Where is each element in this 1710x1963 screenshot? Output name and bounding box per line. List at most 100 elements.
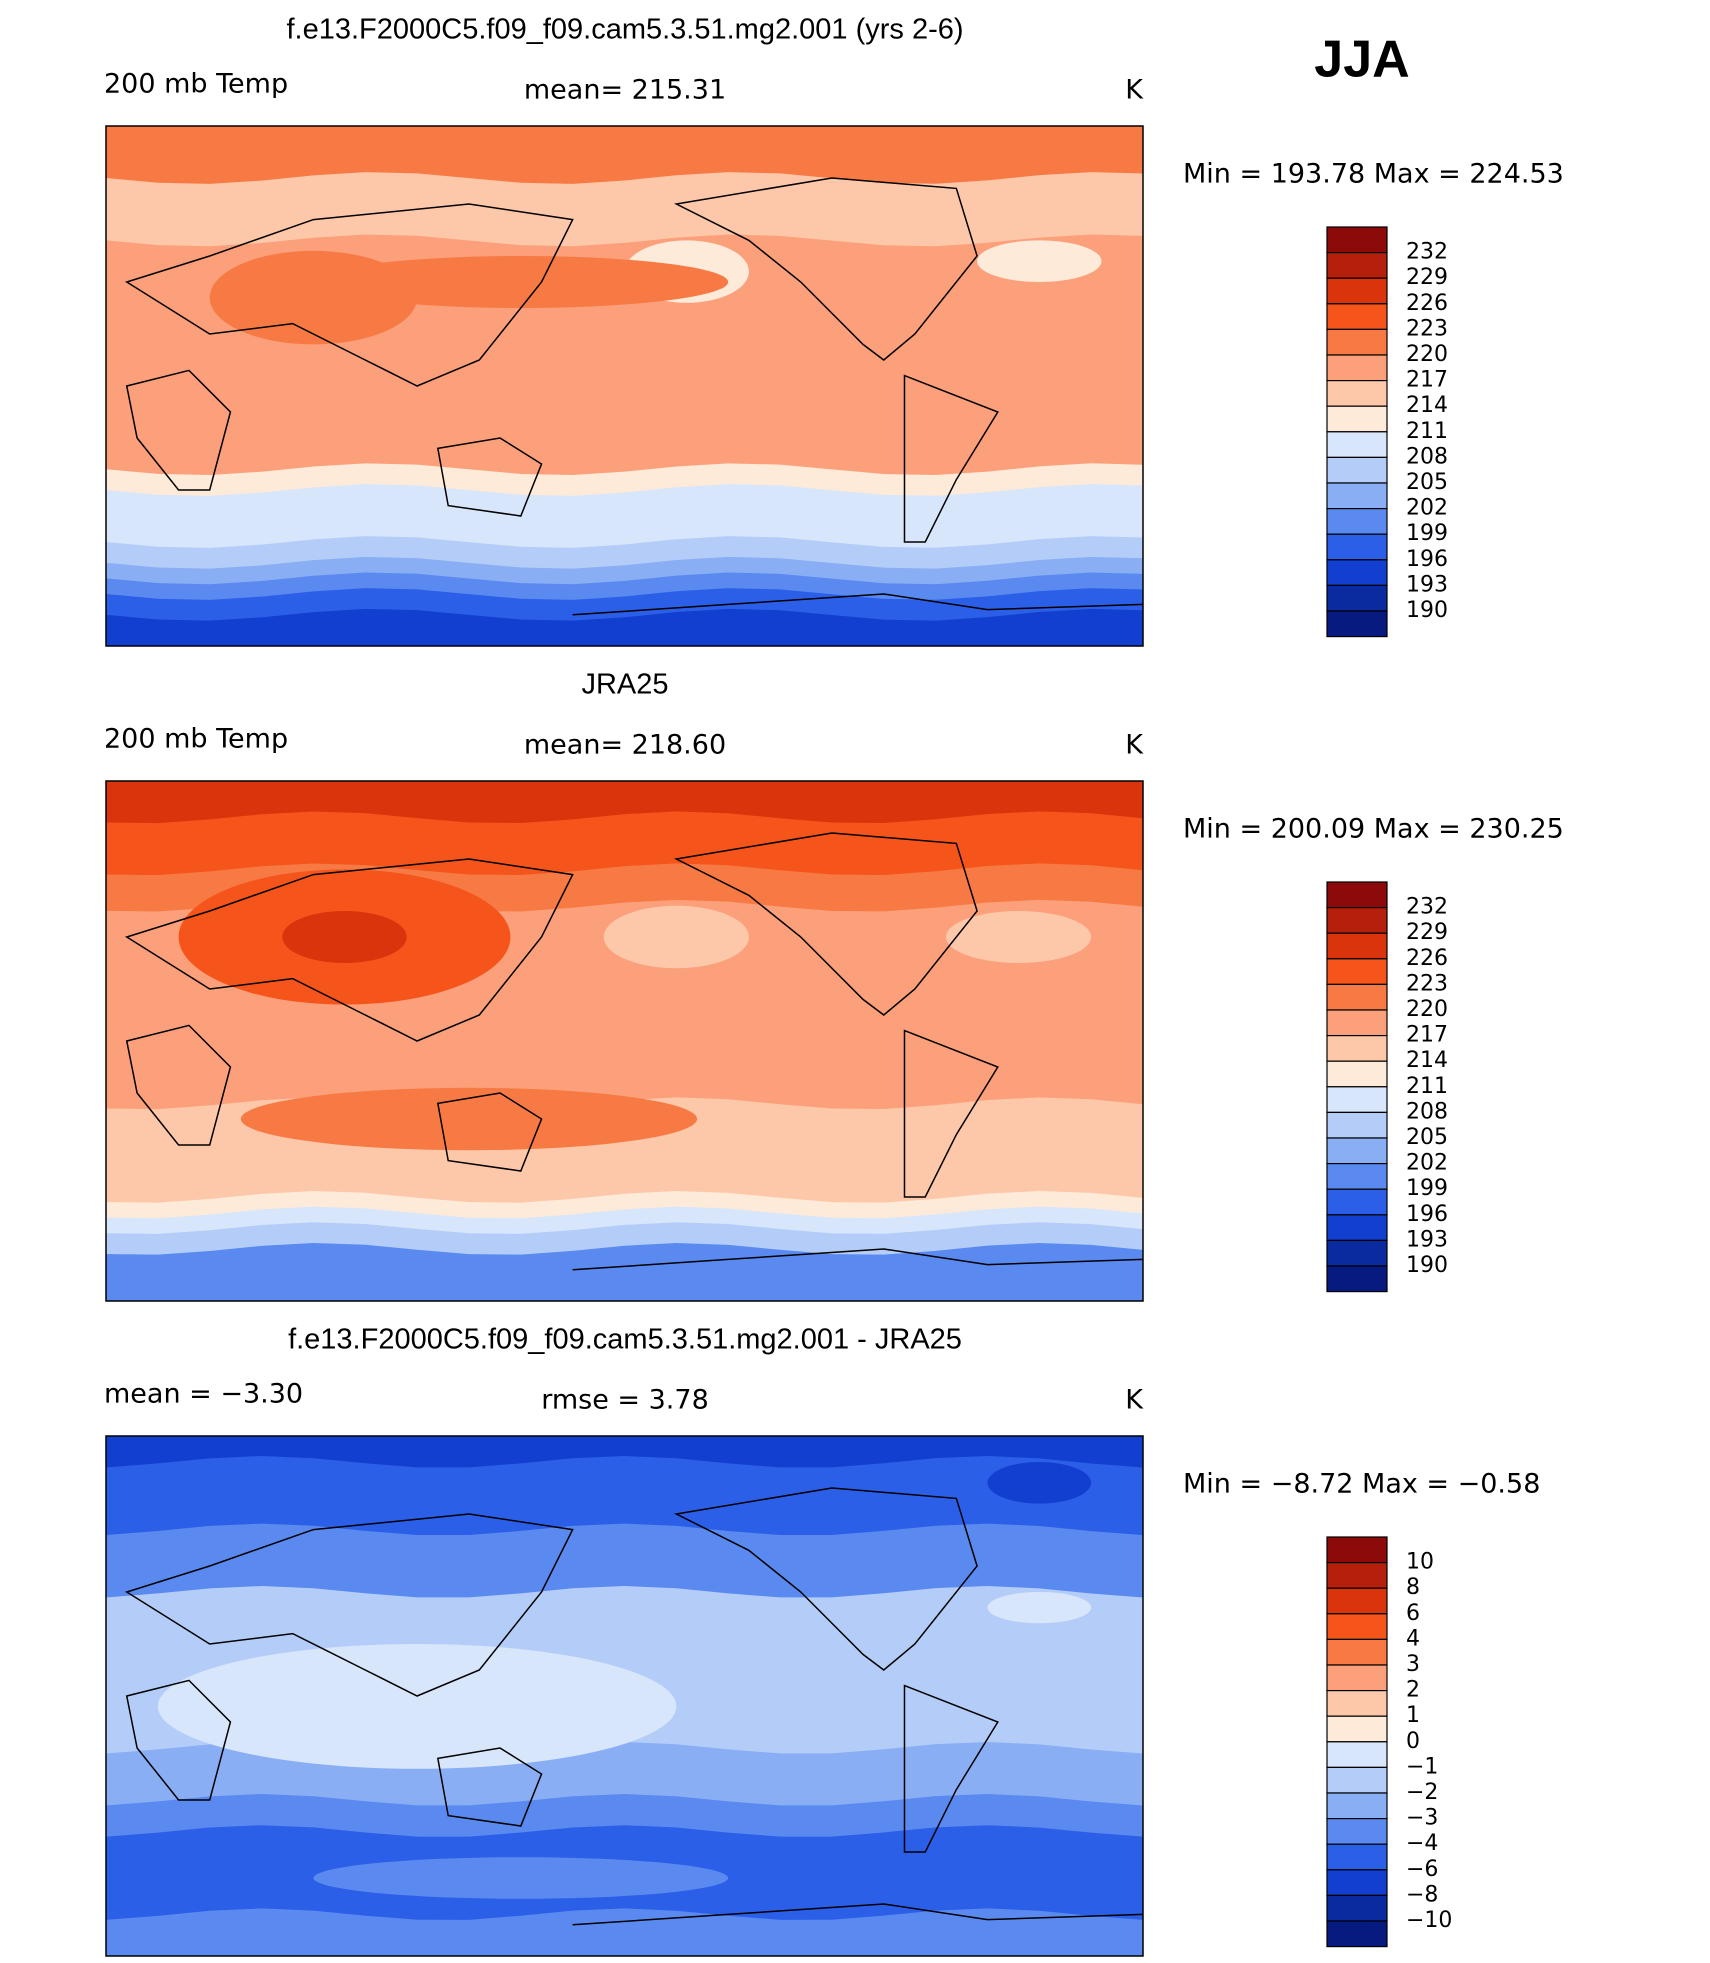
colorbar-box (1326, 226, 1388, 254)
colorbar-box (1326, 958, 1388, 985)
colorbar-label: 208 (1406, 1099, 1448, 1124)
colorbar-box (1326, 1817, 1388, 1845)
coastline (903, 374, 999, 543)
colorbar-box (1326, 1920, 1388, 1948)
colorbar-box (1326, 303, 1388, 330)
colorbar-label: −10 (1406, 1908, 1452, 1933)
colorbar-box (1326, 881, 1388, 909)
colorbar-box (1326, 1792, 1388, 1820)
colorbar-box (1326, 906, 1388, 934)
units-label: K (1125, 1385, 1144, 1416)
colorbar-label: 211 (1406, 419, 1448, 444)
colorbar-box (1326, 1741, 1388, 1769)
colorbar-label: 196 (1406, 547, 1448, 572)
colorbar-label: 1 (1406, 1703, 1420, 1728)
units-label: K (1125, 75, 1144, 106)
coastline (673, 832, 978, 1016)
coastline (436, 437, 543, 517)
colorbar-label: 220 (1406, 997, 1448, 1022)
center-label: mean= 215.31 (524, 75, 726, 106)
colorbar-box (1326, 1239, 1388, 1267)
colorbar-box (1326, 1034, 1388, 1062)
colorbar-box (1326, 1638, 1388, 1666)
colorbar-label: 202 (1406, 1151, 1448, 1176)
contour-region (987, 1592, 1092, 1624)
colorbar-box (1326, 431, 1388, 458)
center-label: mean= 218.60 (524, 730, 726, 761)
colorbar-box (1326, 1869, 1388, 1897)
colorbar-box (1326, 328, 1388, 356)
colorbar-box (1326, 1587, 1388, 1615)
colorbar-box (1326, 277, 1388, 305)
coastline (572, 1903, 1143, 1926)
contour-band (106, 172, 1143, 249)
coastline (125, 1679, 232, 1801)
colorbar-label: 10 (1406, 1550, 1434, 1575)
coastline (125, 1024, 232, 1146)
colorbar-box (1326, 1214, 1388, 1242)
contour-region (157, 1644, 677, 1769)
contour-band (106, 1436, 1143, 1470)
colorbar-box (1326, 1766, 1388, 1794)
colorbar-label: 220 (1406, 342, 1448, 367)
left-label: 200 mb Temp (104, 69, 288, 100)
coastline (572, 1248, 1143, 1271)
colorbar-label: 223 (1406, 971, 1448, 996)
colorbar-label: 196 (1406, 1202, 1448, 1227)
left-label: mean = −3.30 (104, 1379, 303, 1410)
colorbar-label: 226 (1406, 946, 1448, 971)
colorbar-label: 214 (1406, 393, 1448, 418)
contour-band (106, 811, 1143, 878)
colorbar-label: 202 (1406, 496, 1448, 521)
contour-region (987, 1462, 1092, 1504)
colorbar-label: 190 (1406, 1253, 1448, 1278)
contour-region (977, 240, 1102, 282)
colorbar-box (1326, 1265, 1388, 1293)
map-fill (106, 781, 1143, 1301)
colorbar-box (1326, 405, 1388, 433)
coastline (673, 177, 978, 361)
coastline (436, 1092, 543, 1172)
contour-band (106, 608, 1143, 646)
colorbar-box (1326, 1689, 1388, 1717)
colorbar-box (1326, 1536, 1388, 1564)
colorbar-box (1326, 559, 1388, 586)
min-max: Min = 200.09 Max = 230.25 (1183, 814, 1564, 845)
colorbar-label: 229 (1406, 265, 1448, 290)
contour-region (313, 256, 729, 308)
colorbar-box (1326, 983, 1388, 1011)
colorbar-box (1326, 456, 1388, 484)
map-frame (105, 1435, 1144, 1957)
colorbar-label: 6 (1406, 1601, 1420, 1626)
colorbar-box (1326, 380, 1388, 407)
coastline (124, 203, 574, 387)
contour-region (945, 911, 1092, 963)
colorbar-label: 211 (1406, 1074, 1448, 1099)
colorbar-box (1326, 1060, 1388, 1088)
colorbar-box (1326, 1188, 1388, 1216)
contour-region (313, 1857, 729, 1899)
season-label: JJA (1314, 31, 1409, 89)
colorbar-label: 232 (1406, 240, 1448, 265)
colorbar-label: 199 (1406, 521, 1448, 546)
contour-band (106, 484, 1143, 550)
colorbar-label: 0 (1406, 1729, 1420, 1754)
colorbar-box (1326, 354, 1388, 382)
colorbar-label: 4 (1406, 1626, 1420, 1651)
colorbar-label: −2 (1406, 1780, 1438, 1805)
colorbar-box (1326, 1894, 1388, 1922)
coastline (436, 1747, 543, 1827)
colorbar-label: 8 (1406, 1575, 1420, 1600)
colorbar-label: 223 (1406, 316, 1448, 341)
map (105, 1435, 1144, 1957)
min-max: Min = −8.72 Max = −0.58 (1183, 1469, 1540, 1500)
colorbar-box (1326, 533, 1388, 561)
colorbar-box (1326, 1843, 1388, 1871)
colorbar-box (1326, 584, 1388, 612)
colorbar-label: 217 (1406, 1023, 1448, 1048)
colorbar-label: 3 (1406, 1652, 1420, 1677)
colorbar-box (1326, 1715, 1388, 1743)
colorbar-box (1326, 932, 1388, 960)
coastline (125, 369, 232, 491)
colorbar-label: −1 (1406, 1754, 1438, 1779)
